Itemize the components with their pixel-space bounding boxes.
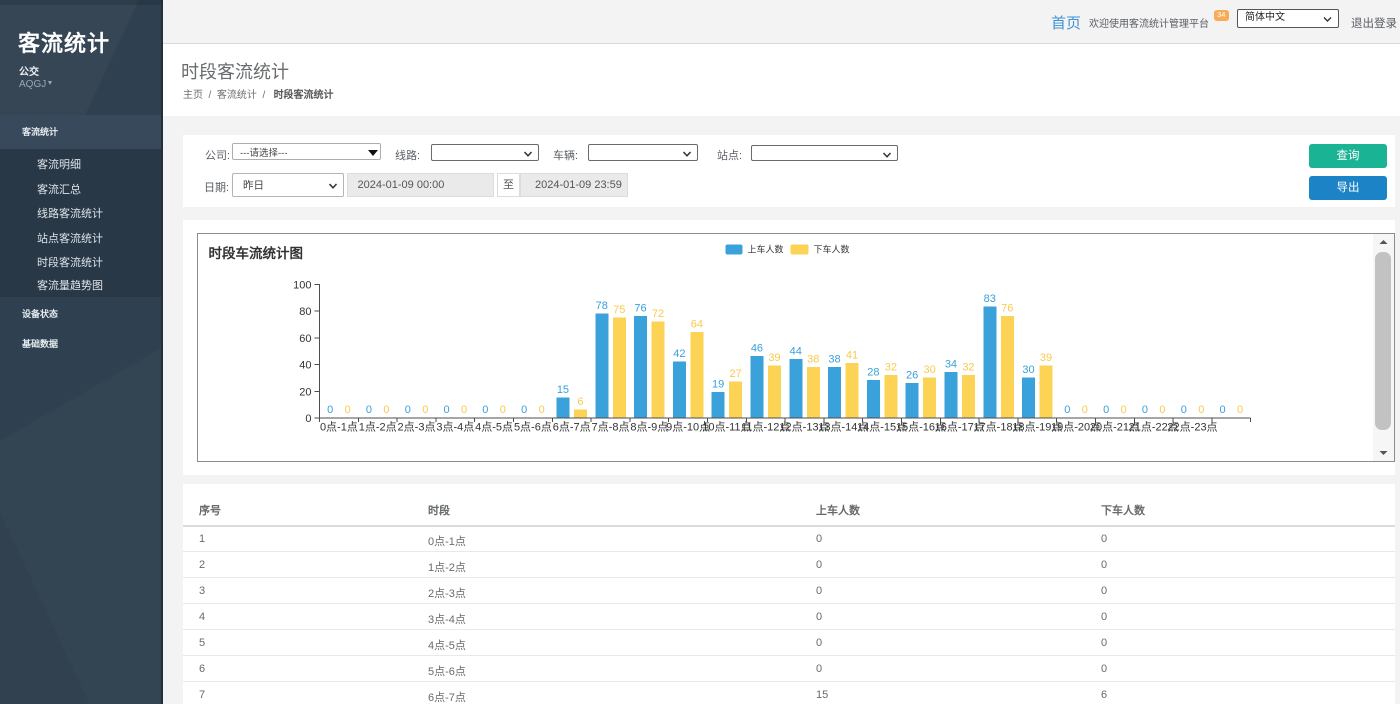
- svg-text:100: 100: [293, 280, 311, 292]
- svg-text:0: 0: [1064, 404, 1070, 416]
- svg-text:20: 20: [299, 386, 311, 398]
- svg-text:6: 6: [577, 396, 583, 408]
- svg-text:19点-20点: 19点-20点: [1051, 421, 1101, 434]
- svg-text:78: 78: [595, 300, 607, 312]
- svg-text:76: 76: [1001, 303, 1013, 315]
- svg-text:10点-11点: 10点-11点: [702, 421, 751, 434]
- svg-text:1点-2点: 1点-2点: [358, 421, 396, 434]
- svg-text:75: 75: [613, 304, 625, 316]
- svg-text:0: 0: [1219, 404, 1225, 416]
- svg-text:0: 0: [1159, 404, 1165, 416]
- svg-text:44: 44: [789, 345, 801, 357]
- svg-text:28: 28: [867, 367, 879, 379]
- svg-text:21点-22点: 21点-22点: [1128, 421, 1178, 434]
- svg-text:0: 0: [1103, 404, 1109, 416]
- svg-text:0: 0: [443, 404, 449, 416]
- svg-text:0: 0: [383, 404, 389, 416]
- svg-text:30: 30: [923, 364, 935, 376]
- svg-text:38: 38: [828, 353, 840, 365]
- svg-text:6点-7点: 6点-7点: [552, 421, 590, 434]
- svg-text:下车人数: 下车人数: [813, 244, 849, 255]
- svg-text:0: 0: [422, 404, 428, 416]
- svg-text:0: 0: [1081, 404, 1087, 416]
- svg-text:22点-23点: 22点-23点: [1167, 421, 1217, 434]
- svg-text:0: 0: [344, 404, 350, 416]
- svg-text:0: 0: [327, 404, 333, 416]
- svg-text:0: 0: [305, 413, 311, 425]
- svg-text:0: 0: [1141, 404, 1147, 416]
- svg-text:7点-8点: 7点-8点: [591, 421, 629, 434]
- svg-text:46: 46: [750, 343, 762, 355]
- svg-text:0: 0: [1120, 404, 1126, 416]
- svg-text:0: 0: [499, 404, 505, 416]
- svg-text:72: 72: [651, 308, 663, 320]
- svg-text:83: 83: [983, 293, 995, 305]
- svg-text:40: 40: [299, 360, 311, 372]
- svg-text:0点-1点: 0点-1点: [319, 421, 357, 434]
- svg-text:3点-4点: 3点-4点: [436, 421, 474, 434]
- svg-text:16点-17点: 16点-17点: [934, 421, 984, 434]
- svg-text:60: 60: [299, 333, 311, 345]
- svg-text:34: 34: [944, 359, 956, 371]
- svg-text:12点-13点: 12点-13点: [779, 421, 829, 434]
- svg-text:20点-21点: 20点-21点: [1089, 421, 1139, 434]
- svg-text:13点-14点: 13点-14点: [818, 421, 868, 434]
- svg-text:64: 64: [690, 319, 702, 331]
- svg-text:15点-16点: 15点-16点: [895, 421, 945, 434]
- svg-text:0: 0: [404, 404, 410, 416]
- svg-text:14点-15点: 14点-15点: [857, 421, 907, 434]
- svg-text:0: 0: [365, 404, 371, 416]
- svg-text:17点-18点: 17点-18点: [973, 421, 1023, 434]
- svg-text:0: 0: [1180, 404, 1186, 416]
- svg-text:0: 0: [538, 404, 544, 416]
- svg-text:11点-12点: 11点-12点: [741, 421, 790, 434]
- svg-text:0: 0: [1236, 404, 1242, 416]
- svg-text:18点-19点: 18点-19点: [1012, 421, 1062, 434]
- svg-text:2点-3点: 2点-3点: [397, 421, 435, 434]
- svg-text:39: 39: [768, 352, 780, 364]
- svg-text:38: 38: [807, 353, 819, 365]
- svg-text:8点-9点: 8点-9点: [630, 421, 668, 434]
- svg-text:32: 32: [962, 361, 974, 373]
- svg-text:15: 15: [556, 384, 568, 396]
- svg-text:0: 0: [1198, 404, 1204, 416]
- svg-text:80: 80: [299, 306, 311, 318]
- svg-text:41: 41: [845, 349, 857, 361]
- svg-text:39: 39: [1039, 352, 1051, 364]
- svg-text:0: 0: [460, 404, 466, 416]
- svg-text:上车人数: 上车人数: [747, 244, 783, 255]
- svg-text:5点-6点: 5点-6点: [513, 421, 551, 434]
- svg-text:26: 26: [906, 369, 918, 381]
- svg-text:76: 76: [634, 303, 646, 315]
- svg-text:32: 32: [884, 361, 896, 373]
- svg-text:0: 0: [482, 404, 488, 416]
- svg-text:42: 42: [673, 348, 685, 360]
- svg-text:4点-5点: 4点-5点: [475, 421, 513, 434]
- svg-text:9点-10点: 9点-10点: [666, 421, 710, 434]
- svg-text:19: 19: [712, 379, 724, 391]
- svg-text:0: 0: [521, 404, 527, 416]
- svg-text:30: 30: [1022, 364, 1034, 376]
- svg-text:27: 27: [729, 368, 741, 380]
